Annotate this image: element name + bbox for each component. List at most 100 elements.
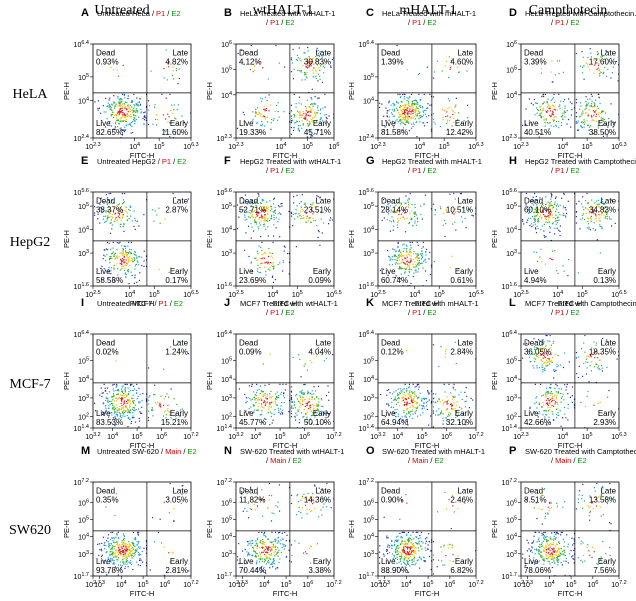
event-dot — [521, 357, 524, 359]
event-dot — [537, 227, 539, 229]
event-dot — [402, 244, 404, 246]
gate-label: / — [266, 18, 269, 27]
event-dot — [532, 104, 534, 106]
event-dot — [123, 129, 126, 131]
event-dot — [143, 260, 145, 262]
event-dot — [600, 118, 602, 120]
event-dot — [99, 203, 101, 205]
event-dot — [607, 396, 609, 398]
event-dot — [113, 107, 116, 109]
event-dot — [456, 401, 458, 403]
tick-base: 10 — [250, 434, 258, 441]
event-dot — [382, 198, 385, 201]
event-dot — [130, 553, 132, 556]
event-dot — [290, 133, 293, 135]
event-dot — [270, 390, 272, 392]
tick-base: 10 — [506, 204, 514, 211]
event-dot — [422, 114, 425, 116]
event-dot — [134, 549, 137, 551]
event-dot — [444, 109, 446, 111]
event-dot — [547, 106, 549, 108]
event-dot — [250, 399, 252, 401]
event-dot — [542, 108, 544, 110]
event-dot — [123, 202, 125, 204]
event-dot — [417, 244, 419, 246]
event-dot — [305, 76, 307, 78]
event-dot — [165, 49, 167, 51]
event-dot — [168, 271, 170, 273]
event-dot — [110, 400, 112, 402]
event-dot — [539, 132, 541, 135]
tick-exponent: 5 — [371, 356, 374, 362]
event-dot — [445, 208, 447, 210]
event-dot — [535, 209, 538, 211]
event-dot — [112, 388, 114, 390]
gate-label: E2 — [570, 166, 579, 175]
event-dot — [117, 75, 120, 77]
event-dot — [273, 265, 275, 267]
event-dot — [564, 352, 566, 354]
event-dot — [301, 116, 303, 118]
event-dot — [120, 111, 123, 113]
event-dot — [290, 215, 293, 217]
event-dot — [290, 406, 293, 408]
event-dot — [110, 273, 112, 275]
event-dot — [300, 391, 302, 393]
event-dot — [103, 268, 105, 270]
event-dot — [442, 413, 444, 415]
event-dot — [131, 258, 133, 260]
event-dot — [598, 367, 600, 370]
event-dot — [277, 264, 279, 266]
event-dot — [414, 411, 416, 413]
event-dot — [536, 365, 538, 367]
event-dot — [418, 259, 421, 261]
event-dot — [581, 375, 584, 377]
event-dot — [411, 241, 413, 244]
event-dot — [131, 557, 133, 559]
event-dot — [389, 205, 391, 207]
event-dot — [128, 555, 130, 557]
y-tick-label: 105.6 — [502, 188, 517, 197]
event-dot — [591, 105, 593, 108]
event-dot — [254, 217, 256, 219]
event-dot — [269, 261, 271, 264]
event-dot — [119, 210, 121, 212]
y-axis-label: PE-H — [62, 230, 71, 248]
event-dot — [605, 123, 607, 126]
event-dot — [319, 69, 321, 71]
event-dot — [596, 220, 598, 222]
event-dot — [417, 271, 419, 273]
gate-label: / — [551, 18, 554, 27]
event-dot — [590, 208, 592, 210]
event-dot — [558, 72, 560, 75]
tick-exponent: 6.4 — [366, 330, 374, 336]
event-dot — [328, 115, 330, 117]
event-dot — [545, 359, 548, 361]
event-dot — [107, 397, 109, 399]
event-dot — [603, 211, 606, 213]
event-dot — [420, 116, 422, 118]
y-tick-label: 106.4 — [74, 40, 89, 49]
event-dot — [320, 211, 322, 213]
event-dot — [329, 217, 332, 219]
event-dot — [537, 355, 539, 357]
event-dot — [398, 119, 401, 121]
event-dot — [557, 391, 559, 393]
event-dot — [452, 408, 454, 410]
event-dot — [306, 107, 308, 109]
event-dot — [555, 395, 557, 397]
tick-exponent: 6.5 — [191, 290, 199, 296]
event-dot — [277, 396, 279, 399]
event-dot — [122, 398, 124, 400]
event-dot — [313, 67, 315, 69]
event-dot — [236, 204, 239, 206]
tick-exponent: 6.4 — [224, 330, 232, 336]
event-dot — [548, 122, 550, 124]
event-dot — [455, 411, 457, 413]
event-dot — [261, 125, 263, 127]
event-dot — [99, 549, 101, 551]
x-tick-label: 106 — [441, 432, 452, 441]
event-dot — [453, 121, 455, 124]
event-dot — [264, 384, 266, 386]
event-dot — [592, 110, 594, 112]
